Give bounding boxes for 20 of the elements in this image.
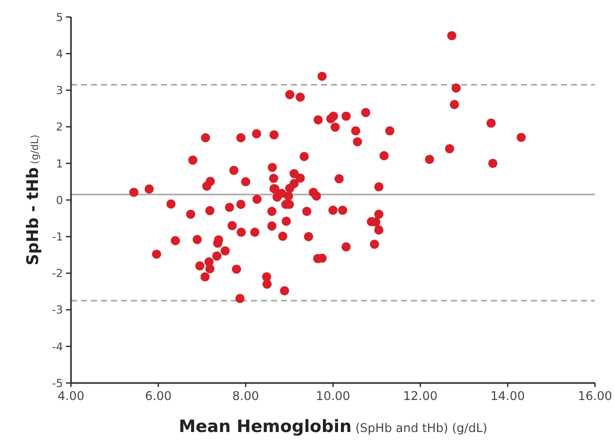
x-tick-label: 14.00 xyxy=(490,389,525,403)
x-axis-title: Mean Hemoglobin (SpHb and tHb) (g/dL) xyxy=(178,417,488,437)
x-tick-label: 8.00 xyxy=(232,389,260,403)
y-tick-label: 0 xyxy=(56,194,63,207)
x-tick-label: 4.00 xyxy=(58,389,84,403)
y-axis-title: SpHb - tHb (g/dL) xyxy=(23,134,42,266)
y-tick-label: 2 xyxy=(56,120,63,134)
x-tick-label: 12.00 xyxy=(403,389,438,403)
y-tick-label: 3 xyxy=(56,84,63,98)
y-tick-label: -1 xyxy=(52,230,63,244)
y-tick-label: 5 xyxy=(56,10,63,24)
y-tick-label: 4 xyxy=(56,47,63,60)
y-tick-label: -4 xyxy=(52,340,63,354)
y-tick-label: 1 xyxy=(56,157,63,170)
x-tick-label: 16.00 xyxy=(578,389,612,403)
y-tick-label: -2 xyxy=(52,267,63,280)
y-tick-label: -5 xyxy=(52,376,63,390)
y-tick-label: -3 xyxy=(52,304,63,317)
x-tick-label: 10.00 xyxy=(316,389,350,403)
x-tick-label: 6.00 xyxy=(144,389,172,403)
